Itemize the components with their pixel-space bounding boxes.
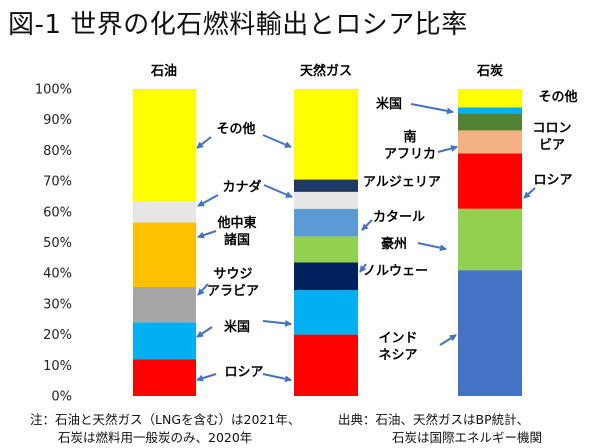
annotation-arrow [262, 373, 292, 383]
annotation-arrow [262, 134, 292, 148]
annotation-line: 諸国 [224, 232, 250, 248]
annotation-label-カナダ: カナダ [222, 179, 261, 195]
annotation-label-ロシア: ロシア [224, 365, 263, 380]
annotation-arrow [439, 334, 457, 346]
bar-segment-ロシア [294, 334, 358, 396]
annotation-arrow [197, 230, 217, 239]
source-line-2: 石炭は国際エネルギー機関 [392, 430, 543, 445]
annotation-arrow [197, 194, 219, 207]
y-tick-label: 90% [43, 113, 72, 128]
bar-segment-米国 [133, 322, 196, 360]
bar-segment-米国 [294, 290, 358, 335]
bar-segment-カタール [294, 208, 358, 237]
annotation-line: 米国 [376, 96, 402, 112]
annotation-line: 他中東 [216, 215, 256, 231]
y-tick-label: 60% [43, 205, 72, 220]
annotation-label-ノルウェー: ノルウェー [363, 264, 428, 279]
bar-segment-ロシア [458, 153, 522, 209]
annotation-line: その他 [216, 121, 255, 137]
bar-segment-他中東-諸国 [133, 222, 196, 288]
annotation-line: ビア [539, 137, 565, 153]
annotation-line: カタール [373, 210, 425, 225]
annotation-label-カタール: カタール [373, 210, 425, 225]
annotation-arrow [197, 283, 209, 296]
annotation-arrow [410, 103, 454, 115]
annotation-line: 南 [403, 129, 416, 145]
y-tick-label: 20% [43, 328, 72, 343]
bar-segment-アルジェリア [294, 179, 358, 192]
annotation-line: サウジ [213, 267, 252, 282]
annotation-arrow [361, 219, 373, 231]
annotation-line: 豪州 [381, 236, 407, 252]
annotation-label-豪州: 豪州 [381, 236, 407, 252]
bar-segment-豪州 [294, 236, 358, 263]
annotation-label-インド-ネシア: インドネシア [378, 331, 417, 363]
annotation-label-アルジェリア: アルジェリア [363, 175, 441, 190]
bar-segment-サウジ-アラビア [133, 287, 196, 323]
y-tick-label: 100% [35, 83, 72, 98]
annotation-label-その他: その他 [216, 121, 255, 137]
annotation-arrow [196, 373, 217, 382]
annotation-arrow [523, 187, 536, 199]
bar-segment-その他 [458, 89, 522, 108]
annotation-arrow [437, 145, 458, 153]
bar-segment-南-アフリカ [458, 130, 522, 154]
annotation-label-米国: 米国 [376, 96, 402, 112]
annotation-arrow [196, 136, 212, 149]
bar-category-label: 天然ガス [300, 63, 352, 79]
bar-segment-米国 [458, 107, 522, 114]
annotation-arrow [196, 326, 213, 338]
annotation-line: インド [378, 331, 417, 346]
bar-segment-インド-ネシア [458, 270, 522, 396]
annotation-line: その他 [538, 89, 577, 105]
y-tick-label: 40% [43, 267, 72, 282]
page-title: 図-1 世界の化石燃料輸出とロシア比率 [8, 10, 468, 40]
bar-segment-ロシア [133, 359, 196, 396]
annotation-label-他中東-諸国: 他中東諸国 [216, 215, 256, 248]
annotation-line: アルジェリア [363, 175, 441, 190]
annotation-line: ロシア [224, 365, 263, 380]
annotation-label-サウジ-アラビア: サウジアラビア [207, 267, 259, 299]
annotation-line: ノルウェー [363, 264, 428, 279]
annotation-label-米国: 米国 [224, 319, 250, 335]
annotation-label-その他: その他 [538, 89, 577, 105]
annotation-label-ロシア: ロシア [533, 173, 572, 188]
annotation-line: アラビア [207, 283, 259, 299]
bar-segment-カナダ [133, 201, 196, 223]
y-tick-label: 30% [43, 297, 72, 312]
annotation-arrow [263, 184, 293, 198]
bar-segment-ノルウェー [294, 262, 358, 291]
annotation-line: コロン [532, 121, 571, 136]
y-tick-label: 50% [43, 236, 72, 251]
bar-segment-その他 [133, 89, 196, 202]
annotation-line: アフリカ [384, 147, 436, 162]
source-line-1: 出典：石油、天然ガスはBP統計、 [338, 412, 530, 427]
y-tick-label: 80% [43, 144, 72, 159]
bar-category-label: 石炭 [476, 63, 503, 79]
y-tick-label: 10% [43, 359, 72, 374]
annotation-line: 米国 [224, 319, 250, 335]
y-tick-label: 70% [43, 175, 72, 190]
bar-segment-その他 [294, 89, 358, 180]
bar-segment-コロン-ビア [458, 113, 522, 131]
annotation-arrow [359, 263, 367, 273]
y-tick-label: 0% [51, 390, 72, 405]
footnote-line-1: 注：石油と天然ガス（LNGを含む）は2021年、 [30, 412, 301, 427]
bar-segment-unlabeled [294, 191, 358, 209]
annotation-line: ロシア [533, 173, 572, 188]
annotation-label-南-アフリカ: 南アフリカ [384, 129, 436, 162]
annotation-line: カナダ [222, 179, 261, 195]
annotation-arrow [262, 319, 292, 327]
bar-segment-豪州 [458, 208, 522, 271]
annotation-label-コロン-ビア: コロンビア [532, 121, 571, 153]
annotation-arrow [417, 242, 447, 252]
bar-category-label: 石油 [150, 63, 177, 79]
footnote-line-2: 石炭は燃料用一般炭のみ、2020年 [58, 430, 253, 445]
annotation-line: ネシア [378, 348, 417, 363]
